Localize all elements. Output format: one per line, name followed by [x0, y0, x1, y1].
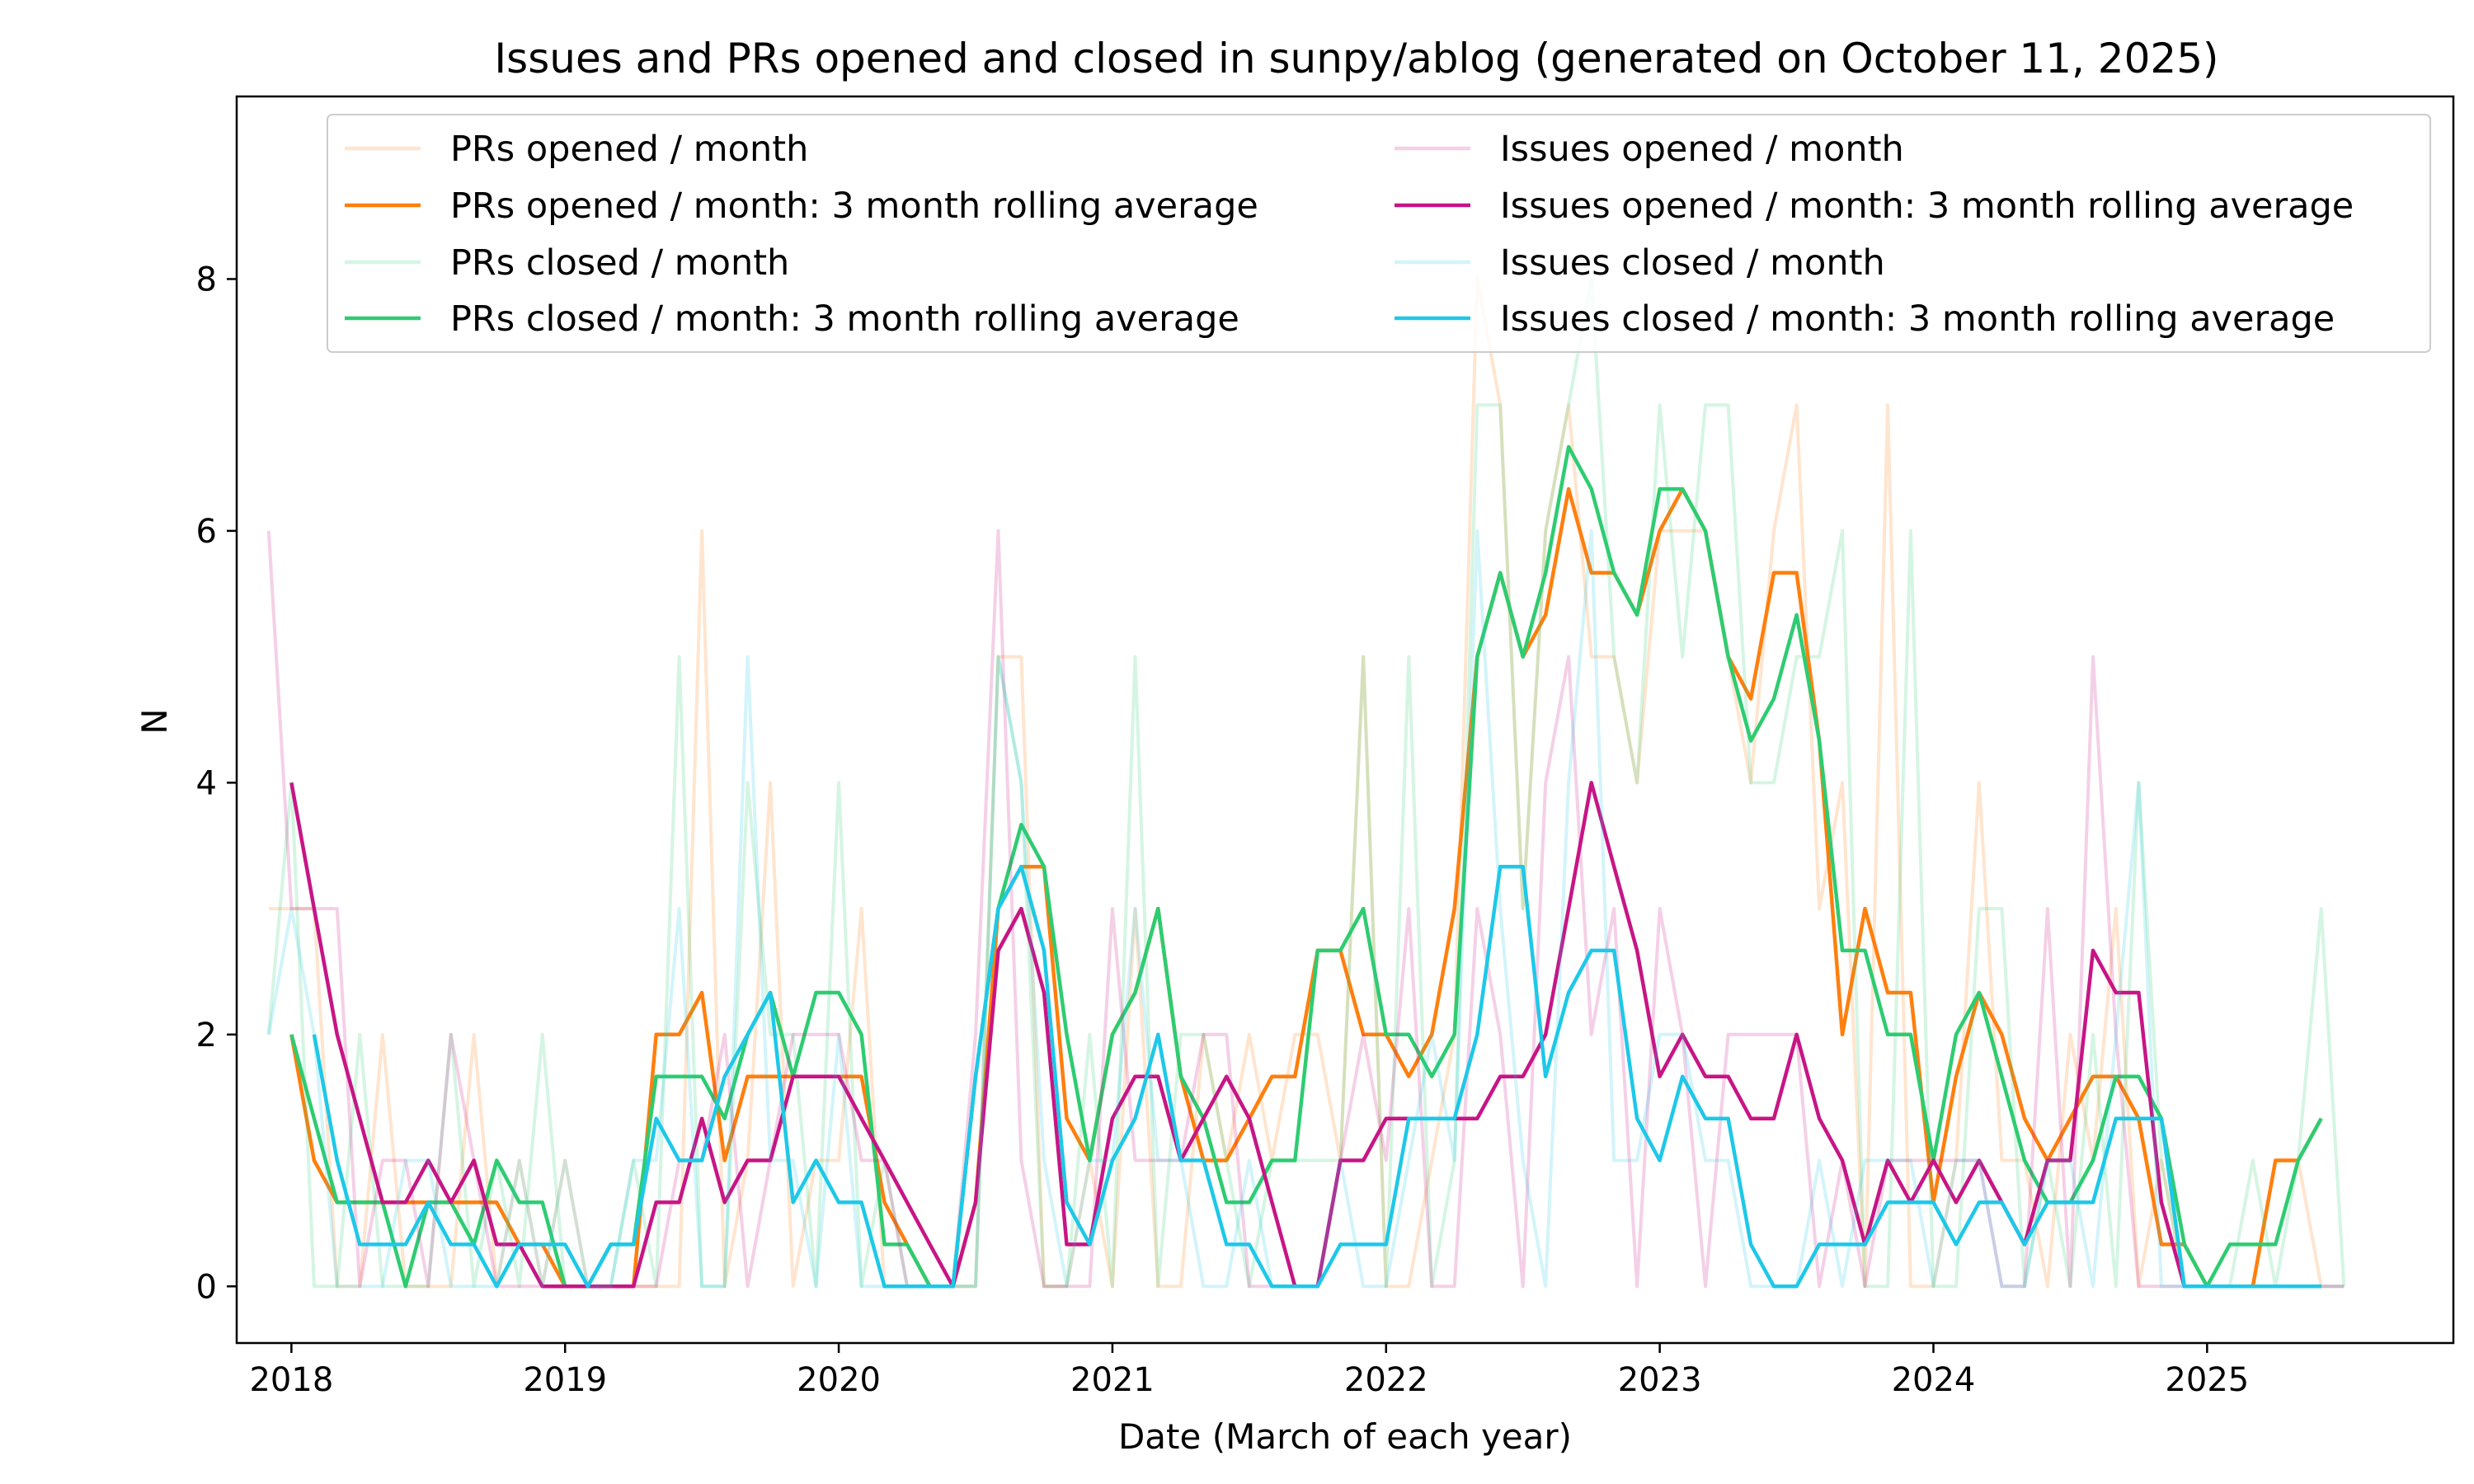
x-tick-label: 2024 [1892, 1361, 1976, 1399]
x-tick-label: 2022 [1344, 1361, 1428, 1399]
x-axis-label: Date (March of each year) [1118, 1416, 1572, 1457]
y-tick-label: 0 [196, 1268, 217, 1306]
series-line-8 [312, 864, 2321, 1289]
series-layer [266, 277, 2346, 1289]
legend-items: PRs opened / month PRs opened / month: 3 … [345, 129, 2354, 340]
legend-label-3: PRs closed / month [450, 242, 789, 284]
plot-frame [235, 95, 2455, 1345]
y-tick-label: 4 [196, 764, 217, 802]
x-tick-label: 2023 [1618, 1361, 1702, 1399]
legend-label-8: Issues closed / month: 3 month rolling a… [1500, 298, 2335, 340]
x-tick-label: 2021 [1070, 1361, 1155, 1399]
series-line-3 [266, 277, 2346, 1289]
y-tick-label: 8 [196, 261, 217, 298]
legend-label-6: Issues opened / month: 3 month rolling a… [1500, 186, 2354, 227]
x-tick-label: 2019 [523, 1361, 607, 1399]
legend-label-5: Issues opened / month [1500, 129, 1904, 170]
axes-layer: 2018 2019 2020 2021 2022 2023 2024 2025 0 2 4 6 8 [196, 261, 2250, 1399]
legend-label-7: Issues closed / month [1500, 242, 1885, 284]
y-tick-label: 6 [196, 513, 217, 551]
legend-label-2: PRs opened / month: 3 month rolling aver… [450, 186, 1258, 227]
legend-label-1: PRs opened / month [450, 129, 808, 170]
x-tick-label: 2020 [797, 1361, 881, 1399]
series-line-5 [266, 528, 2345, 1289]
legend-frame [327, 114, 2431, 353]
y-tick-label: 2 [196, 1017, 217, 1054]
x-tick-label: 2025 [2165, 1361, 2249, 1399]
x-tick-label: 2018 [249, 1361, 333, 1399]
legend-label-4: PRs closed / month: 3 month rolling aver… [450, 298, 1239, 340]
legend: PRs opened / month PRs opened / month: 3 … [327, 114, 2431, 353]
y-axis-label: N [134, 708, 175, 734]
chart-title: Issues and PRs opened and closed in sunp… [494, 35, 2218, 82]
